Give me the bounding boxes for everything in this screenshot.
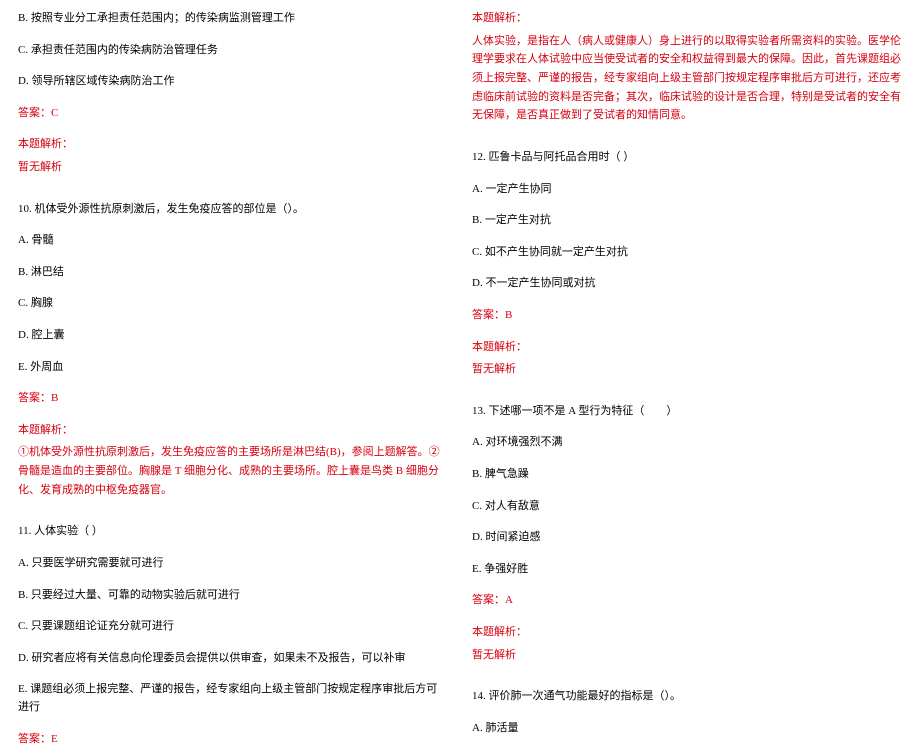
q10-opt-d: D. 腔上囊 [18, 327, 448, 345]
q13-opt-d: D. 时间紧迫感 [472, 529, 902, 547]
q13-opt-a: A. 对环境强烈不满 [472, 434, 902, 452]
q13-exp-head: 本题解析： [472, 624, 902, 642]
q0-exp-head: 本题解析： [18, 136, 448, 154]
q12-exp-body: 暂无解析 [472, 360, 902, 379]
q10-opt-b: B. 淋巴结 [18, 264, 448, 282]
q14-stem: 14. 评价肺一次通气功能最好的指标是（）。 [472, 688, 902, 706]
q11-opt-b: B. 只要经过大量、可靠的动物实验后就可进行 [18, 587, 448, 605]
q13-exp-body: 暂无解析 [472, 646, 902, 665]
q12-opt-c: C. 如不产生协同就一定产生对抗 [472, 244, 902, 262]
q10-opt-a: A. 骨髓 [18, 232, 448, 250]
q11-answer: 答案：E [18, 731, 448, 748]
q13-stem: 13. 下述哪一项不是 A 型行为特征（ ） [472, 403, 902, 421]
q0-opt-c: C. 承担责任范围内的传染病防治管理任务 [18, 42, 448, 60]
q11-opt-a: A. 只要医学研究需要就可进行 [18, 555, 448, 573]
q12-exp-head: 本题解析： [472, 339, 902, 357]
q12-answer: 答案：B [472, 307, 902, 325]
q0-exp-body: 暂无解析 [18, 158, 448, 177]
q12-opt-b: B. 一定产生对抗 [472, 212, 902, 230]
q11-opt-d: D. 研究者应将有关信息向伦理委员会提供以供审查，如果未不及报告，可以补审 [18, 650, 448, 668]
q13-opt-c: C. 对人有敌意 [472, 498, 902, 516]
q10-stem: 10. 机体受外源性抗原刺激后，发生免疫应答的部位是（）。 [18, 201, 448, 219]
q12-opt-a: A. 一定产生协同 [472, 181, 902, 199]
q13-opt-e: E. 争强好胜 [472, 561, 902, 579]
q10-answer: 答案：B [18, 390, 448, 408]
q10-exp-head: 本题解析： [18, 422, 448, 440]
q14-opt-a: A. 肺活量 [472, 720, 902, 738]
q11-exp-head: 本题解析： [472, 10, 902, 28]
q12-opt-d: D. 不一定产生协同或对抗 [472, 275, 902, 293]
q11-stem: 11. 人体实验（ ） [18, 523, 448, 541]
q11-exp-body: 人体实验，是指在人（病人或健康人）身上进行的以取得实验者所需资料的实验。医学伦理… [472, 32, 902, 125]
q10-exp-body: ①机体受外源性抗原刺激后，发生免疫应答的主要场所是淋巴结(B)，参阅上题解答。②… [18, 443, 448, 499]
q10-opt-e: E. 外周血 [18, 359, 448, 377]
q0-opt-b: B. 按照专业分工承担责任范围内；的传染病监测管理工作 [18, 10, 448, 28]
q13-answer: 答案：A [472, 592, 902, 610]
q10-opt-c: C. 胸腺 [18, 295, 448, 313]
q11-opt-c: C. 只要课题组论证充分就可进行 [18, 618, 448, 636]
q11-opt-e: E. 课题组必须上报完整、严谨的报告，经专家组向上级主管部门按规定程序审批后方可… [18, 681, 448, 716]
q0-answer: 答案：C [18, 105, 448, 123]
q12-stem: 12. 匹鲁卡品与阿托品合用时（ ） [472, 149, 902, 167]
q13-opt-b: B. 脾气急躁 [472, 466, 902, 484]
q0-opt-d: D. 领导所辖区域传染病防治工作 [18, 73, 448, 91]
